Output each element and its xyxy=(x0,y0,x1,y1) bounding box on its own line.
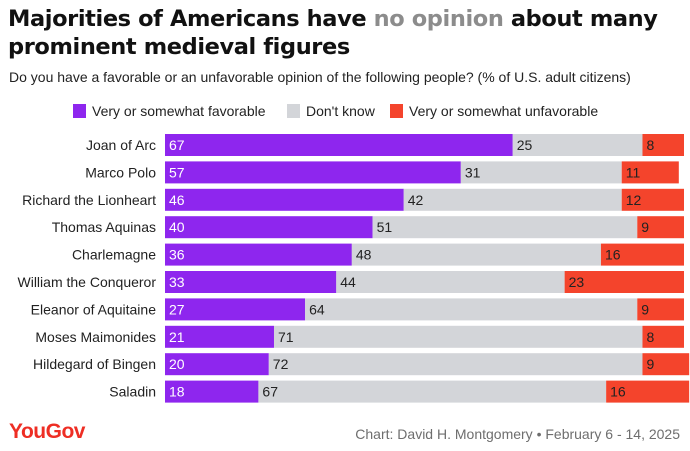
legend-label-unfavorable: Very or somewhat unfavorable xyxy=(409,103,599,119)
legend-item-favorable: Very or somewhat favorable xyxy=(73,103,266,119)
bar-dont-know-charlemagne xyxy=(351,243,601,266)
bar-dont-know-joan-of-arc xyxy=(512,134,643,156)
bar-dont-know-eleanor-of-aquitaine xyxy=(305,298,638,321)
value-label-unfavorable-william-the-conqueror: 23 xyxy=(569,274,585,290)
value-label-unfavorable-marco-polo: 11 xyxy=(626,164,641,180)
bar-favorable-charlemagne xyxy=(165,243,352,266)
bar-unfavorable-moses-maimonides xyxy=(642,325,684,348)
value-label-favorable-hildegard-of-bingen: 20 xyxy=(169,356,185,372)
chart-subtitle: Do you have a favorable or an unfavorabl… xyxy=(9,69,631,85)
category-label-thomas-aquinas: Thomas Aquinas xyxy=(52,219,156,235)
bar-dont-know-moses-maimonides xyxy=(273,325,643,348)
category-label-hildegard-of-bingen: Hildegard of Bingen xyxy=(33,356,156,372)
value-label-unfavorable-saladin: 16 xyxy=(610,384,626,400)
legend-label-dont-know: Don't know xyxy=(306,103,375,119)
value-label-unfavorable-thomas-aquinas: 9 xyxy=(641,219,649,235)
bar-favorable-joan-of-arc xyxy=(165,134,513,156)
bar-dont-know-hildegard-of-bingen xyxy=(268,353,643,376)
value-label-unfavorable-charlemagne: 16 xyxy=(605,247,621,263)
chart-credit: Chart: David H. Montgomery • February 6 … xyxy=(355,426,680,442)
bar-unfavorable-thomas-aquinas xyxy=(637,216,684,239)
bar-favorable-marco-polo xyxy=(165,161,461,184)
value-label-dont-know-william-the-conqueror: 44 xyxy=(340,274,356,290)
value-label-dont-know-eleanor-of-aquitaine: 64 xyxy=(309,301,325,317)
value-label-unfavorable-eleanor-of-aquitaine: 9 xyxy=(641,301,649,317)
value-label-dont-know-hildegard-of-bingen: 72 xyxy=(273,356,289,372)
value-label-dont-know-richard-the-lionheart: 42 xyxy=(408,192,424,208)
legend-swatch-favorable xyxy=(73,104,86,118)
value-label-unfavorable-moses-maimonides: 8 xyxy=(646,329,654,345)
value-label-favorable-moses-maimonides: 21 xyxy=(169,329,185,345)
value-label-unfavorable-joan-of-arc: 8 xyxy=(646,137,654,153)
category-label-charlemagne: Charlemagne xyxy=(72,247,156,263)
category-label-marco-polo: Marco Polo xyxy=(85,164,156,180)
bar-favorable-hildegard-of-bingen xyxy=(165,353,269,376)
bar-dont-know-marco-polo xyxy=(460,161,622,184)
category-label-eleanor-of-aquitaine: Eleanor of Aquitaine xyxy=(31,301,157,317)
legend-swatch-unfavorable xyxy=(390,104,403,118)
value-label-favorable-joan-of-arc: 67 xyxy=(169,137,185,153)
bar-favorable-moses-maimonides xyxy=(165,325,274,348)
category-label-william-the-conqueror: William the Conqueror xyxy=(18,274,157,290)
bar-favorable-william-the-conqueror xyxy=(165,271,337,293)
bar-unfavorable-saladin xyxy=(606,380,690,403)
value-label-favorable-william-the-conqueror: 33 xyxy=(169,274,185,290)
value-label-dont-know-saladin: 67 xyxy=(262,384,278,400)
chart-title: Majorities of Americans have no opinion … xyxy=(8,5,684,61)
value-label-dont-know-charlemagne: 48 xyxy=(356,247,372,263)
bar-unfavorable-charlemagne xyxy=(600,243,684,266)
bar-dont-know-richard-the-lionheart xyxy=(403,188,622,211)
value-label-unfavorable-richard-the-lionheart: 12 xyxy=(626,192,642,208)
bar-dont-know-william-the-conqueror xyxy=(336,271,565,293)
value-label-favorable-saladin: 18 xyxy=(169,384,185,400)
value-label-favorable-marco-polo: 57 xyxy=(169,164,185,180)
title-text-start: Majorities of Americans have xyxy=(8,6,374,32)
value-label-dont-know-joan-of-arc: 25 xyxy=(517,137,533,153)
title-highlight: no opinion xyxy=(373,6,504,32)
value-label-dont-know-thomas-aquinas: 51 xyxy=(377,219,393,235)
category-label-moses-maimonides: Moses Maimonides xyxy=(35,329,156,345)
bar-favorable-saladin xyxy=(165,380,259,403)
bar-dont-know-saladin xyxy=(258,380,607,403)
value-label-favorable-charlemagne: 36 xyxy=(169,247,185,263)
bar-unfavorable-eleanor-of-aquitaine xyxy=(637,298,684,321)
bar-favorable-richard-the-lionheart xyxy=(165,188,404,211)
legend: Very or somewhat favorable Don't know Ve… xyxy=(0,103,690,121)
bar-unfavorable-hildegard-of-bingen xyxy=(642,353,690,376)
category-label-saladin: Saladin xyxy=(109,384,156,400)
legend-item-dont-know: Don't know xyxy=(287,103,375,119)
bar-unfavorable-marco-polo xyxy=(621,161,679,184)
yougov-logo: YouGov xyxy=(9,420,85,443)
value-label-dont-know-moses-maimonides: 71 xyxy=(278,329,294,345)
bar-unfavorable-joan-of-arc xyxy=(642,134,684,156)
value-label-favorable-thomas-aquinas: 40 xyxy=(169,219,185,235)
value-label-favorable-richard-the-lionheart: 46 xyxy=(169,192,185,208)
value-label-unfavorable-hildegard-of-bingen: 9 xyxy=(646,356,654,372)
bar-unfavorable-william-the-conqueror xyxy=(564,271,684,293)
bar-unfavorable-richard-the-lionheart xyxy=(621,188,684,211)
bar-dont-know-thomas-aquinas xyxy=(372,216,638,239)
bar-favorable-eleanor-of-aquitaine xyxy=(165,298,306,321)
bar-favorable-thomas-aquinas xyxy=(165,216,373,239)
legend-label-favorable: Very or somewhat favorable xyxy=(92,103,266,119)
value-label-dont-know-marco-polo: 31 xyxy=(465,164,481,180)
category-label-richard-the-lionheart: Richard the Lionheart xyxy=(22,192,156,208)
category-label-joan-of-arc: Joan of Arc xyxy=(86,137,156,153)
legend-item-unfavorable: Very or somewhat unfavorable xyxy=(390,103,598,119)
legend-swatch-dont-know xyxy=(287,104,300,118)
title-text-end: about many prominent medieval figures xyxy=(8,6,658,60)
value-label-favorable-eleanor-of-aquitaine: 27 xyxy=(169,301,185,317)
